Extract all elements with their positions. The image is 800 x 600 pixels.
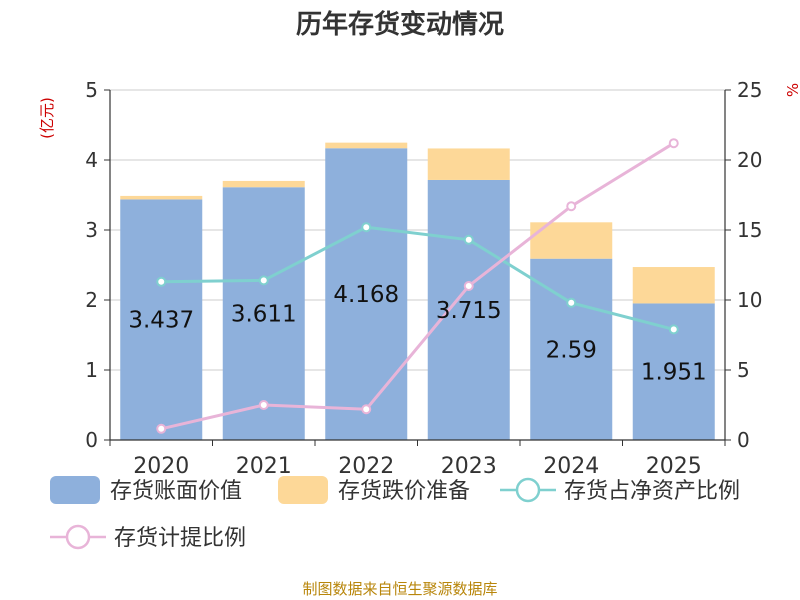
right-tick-label: 0	[737, 428, 750, 452]
line-point	[566, 297, 577, 308]
left-tick-label: 4	[85, 148, 98, 172]
x-tick-label: 2023	[441, 454, 497, 479]
bar-value-label: 3.715	[436, 298, 502, 324]
left-tick-label: 1	[85, 358, 98, 382]
line-point	[566, 201, 577, 212]
bar-labels-group: 3.437 3.611 4.168 3.715 2.59 1.951	[128, 282, 706, 386]
bar-impairment	[325, 142, 408, 149]
bar-book-value	[222, 187, 305, 440]
chart-title: 历年存货变动情况	[296, 9, 504, 40]
right-tick-label: 10	[737, 288, 762, 312]
legend-swatch-marker	[515, 477, 541, 503]
x-tick-label: 2020	[133, 454, 189, 479]
bar-value-label: 4.168	[333, 282, 399, 308]
line-point	[668, 324, 679, 335]
line-point	[258, 400, 269, 410]
right-axis-unit: %	[784, 83, 800, 97]
bar-impairment	[120, 195, 203, 200]
bar-value-label: 1.951	[641, 360, 707, 386]
left-axis-unit: (亿元)	[38, 97, 56, 139]
legend-label: 存货占净资产比例	[564, 479, 740, 504]
x-tick-label: 2021	[236, 454, 292, 479]
legend-swatch-bar	[278, 476, 328, 504]
bar-impairment	[427, 148, 510, 180]
bar-value-label: 2.59	[546, 337, 597, 363]
bar-value-label: 3.437	[128, 308, 194, 334]
line-point	[668, 138, 679, 149]
grid-lines	[110, 89, 725, 371]
left-tick-label: 3	[85, 218, 98, 242]
left-tick-label: 2	[85, 288, 98, 312]
lines-group	[156, 138, 679, 434]
x-tick-label: 2024	[543, 454, 599, 479]
right-tick-label: 5	[737, 358, 750, 382]
x-tick-label: 2022	[338, 454, 394, 479]
left-tick-label: 0	[85, 428, 98, 452]
left-tick-label: 5	[85, 78, 98, 102]
line-point	[463, 281, 474, 291]
right-tick-label: 25	[737, 78, 762, 102]
line-point	[361, 222, 372, 233]
source-note: 制图数据来自恒生聚源数据库	[302, 580, 497, 598]
line-net-asset-ratio	[161, 225, 675, 331]
legend-label: 存货账面价值	[110, 479, 242, 504]
legend-swatch-bar	[50, 476, 100, 504]
bar-book-value	[427, 179, 510, 440]
right-tick-label: 15	[737, 218, 762, 242]
legend-swatch-marker	[65, 524, 91, 550]
x-tick-label: 2025	[646, 454, 702, 479]
line-provision-ratio	[160, 141, 675, 431]
line-point	[258, 275, 269, 286]
line-point	[156, 276, 167, 287]
bar-impairment	[632, 267, 715, 304]
line-point	[156, 423, 167, 434]
bar-book-value	[530, 258, 613, 440]
bar-book-value	[120, 199, 203, 440]
line-point	[463, 234, 474, 245]
legend-label: 存货跌价准备	[338, 479, 470, 504]
bar-book-value	[325, 148, 408, 441]
right-tick-label: 20	[737, 148, 762, 172]
bar-value-label: 3.611	[231, 302, 297, 328]
bars-group	[120, 142, 715, 441]
bar-impairment	[222, 180, 305, 188]
line-point	[361, 404, 372, 415]
legend-label: 存货计提比例	[114, 526, 246, 551]
